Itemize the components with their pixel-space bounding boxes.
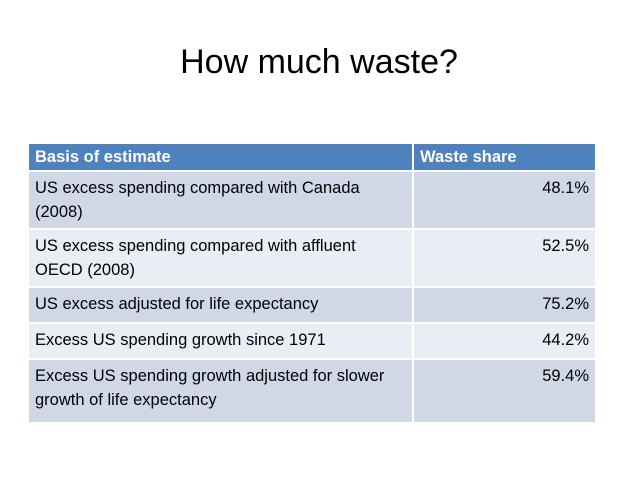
basis-cell: US excess spending compared with affluen… [29, 228, 414, 287]
waste-share-cell: 75.2% [413, 286, 595, 323]
column-header-basis: Basis of estimate [29, 144, 414, 171]
basis-cell: Excess US spending growth adjusted for s… [29, 358, 414, 422]
table-header-row: Basis of estimate Waste share [29, 144, 595, 171]
column-header-waste-share: Waste share [413, 144, 595, 171]
table-row: US excess spending compared with Canada … [29, 170, 595, 229]
basis-cell: US excess adjusted for life expectancy [29, 286, 414, 323]
waste-share-cell: 59.4% [413, 358, 595, 422]
table-row: US excess adjusted for life expectancy 7… [29, 286, 595, 323]
table-row: Excess US spending growth since 1971 44.… [29, 322, 595, 359]
table-row: US excess spending compared with affluen… [29, 228, 595, 287]
waste-share-cell: 44.2% [413, 322, 595, 359]
slide-title: How much waste? [180, 43, 458, 81]
waste-share-cell: 48.1% [413, 170, 595, 229]
waste-table: Basis of estimate Waste share US excess … [29, 144, 595, 422]
basis-cell: Excess US spending growth since 1971 [29, 322, 414, 359]
waste-share-cell: 52.5% [413, 228, 595, 287]
basis-cell: US excess spending compared with Canada … [29, 170, 414, 229]
table-row: Excess US spending growth adjusted for s… [29, 358, 595, 422]
